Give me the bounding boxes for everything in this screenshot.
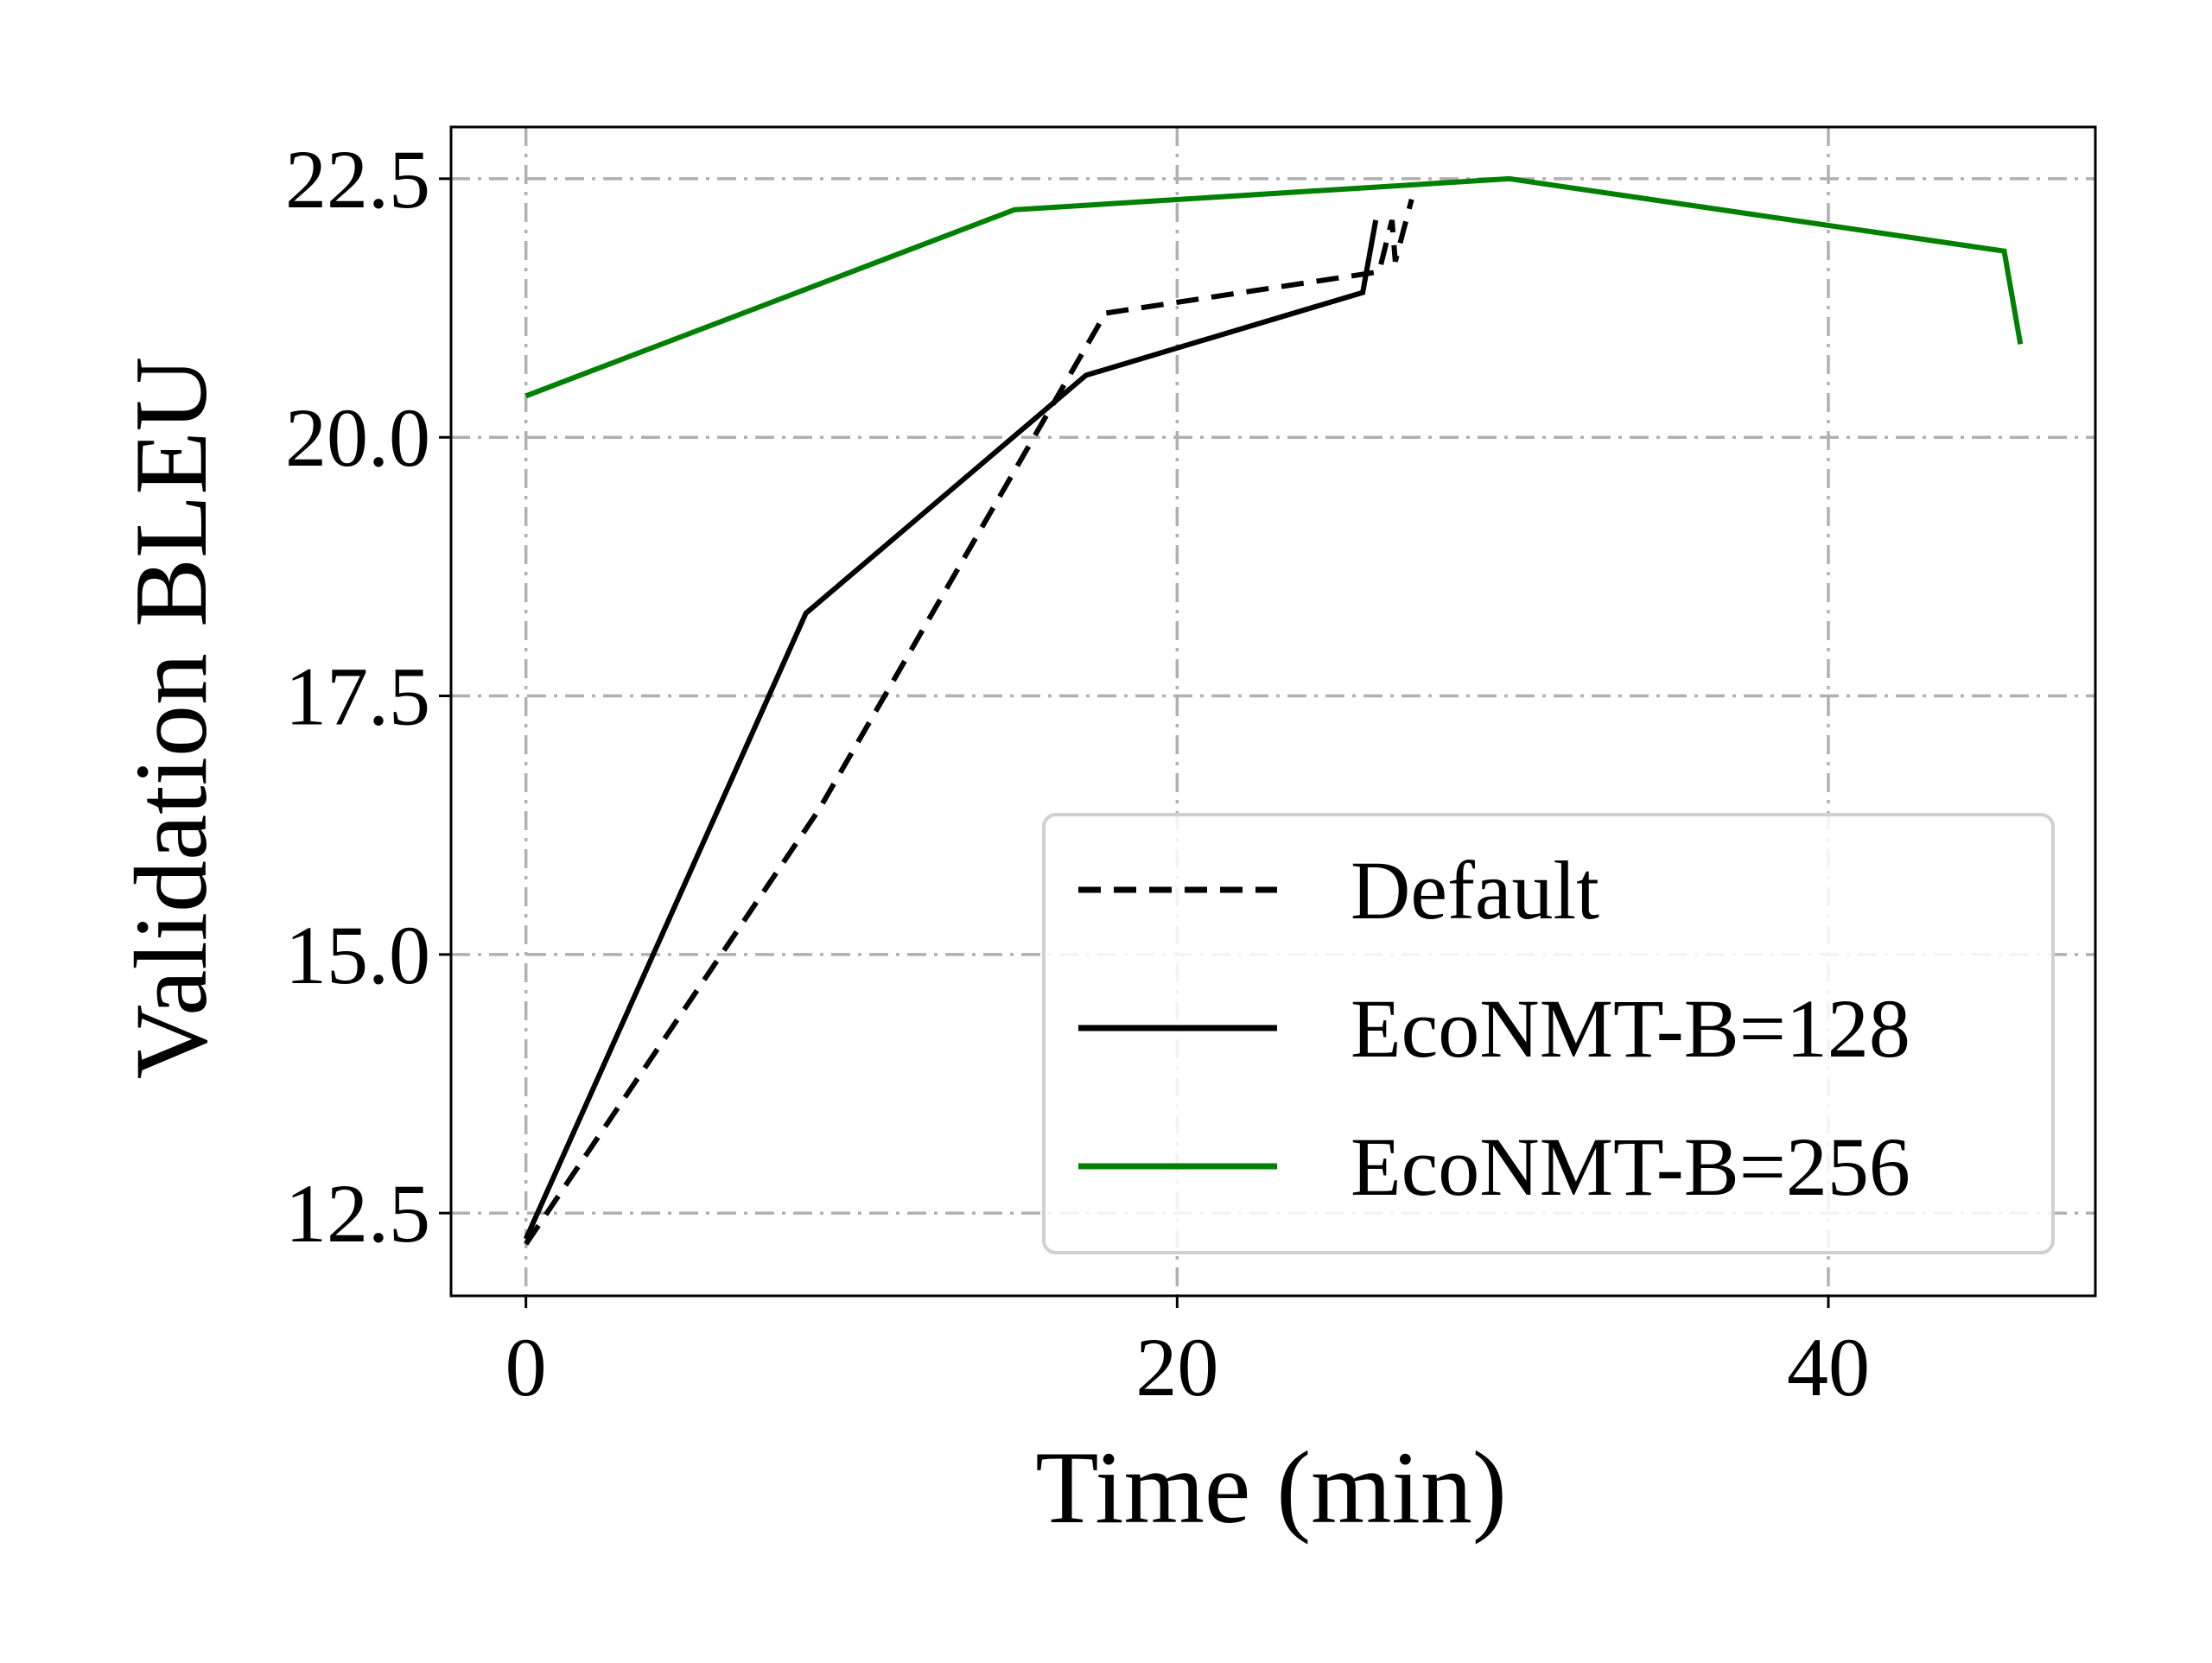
y-tick-label: 22.5 [285,133,430,225]
series-line-default [524,199,1414,1246]
y-tick-label: 12.5 [285,1167,430,1260]
x-axis-label: Time (min) [1035,1430,1507,1545]
y-tick-label: 15.0 [285,909,430,1001]
x-tick-label: 0 [505,1321,547,1413]
legend-box [1042,813,2055,1254]
series-lines [523,175,2024,1246]
x-tick-label: 40 [1787,1321,1870,1413]
legend-label-econmt-b-128: EcoNMT-B=128 [1351,982,1910,1075]
plot-frame [449,125,2097,1298]
series-line-econmt-b-128 [523,219,1379,1241]
x-axis-ticks: 0 20 40 [505,1296,1870,1413]
y-axis-label: Validation BLEU [113,357,228,1080]
y-axis-ticks: 12.5 15.0 17.5 20.0 22.5 [285,133,451,1260]
x-tick-label: 20 [1135,1321,1218,1413]
legend-label-default: Default [1351,844,1599,936]
legend-label-econmt-b-256: EcoNMT-B=256 [1351,1120,1910,1213]
series-line-econmt-b-256 [524,175,2024,399]
legend: Default EcoNMT-B=128 EcoNMT-B=256 [1042,813,2055,1254]
y-tick-label: 20.0 [285,391,430,484]
y-tick-label: 17.5 [285,651,430,743]
